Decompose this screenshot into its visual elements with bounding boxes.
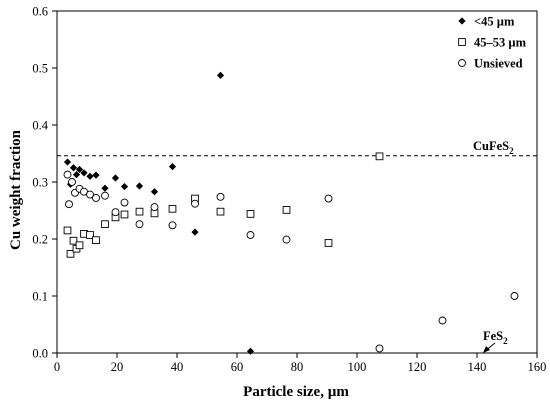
data-point-circle	[150, 203, 159, 212]
fes2-label: FeS2	[483, 329, 508, 346]
legend-marker-circle	[458, 59, 466, 67]
data-point-diamond	[69, 164, 78, 172]
data-point-diamond	[216, 71, 225, 80]
y-tick-label: 0.0	[32, 347, 48, 361]
x-tick-label: 20	[111, 360, 124, 374]
data-point-diamond	[80, 169, 88, 177]
data-point-square	[168, 204, 177, 213]
data-point-circle	[438, 316, 447, 325]
data-point-square	[75, 241, 84, 250]
data-point-circle	[135, 220, 144, 229]
data-point-square	[246, 210, 255, 218]
data-point-square	[101, 220, 109, 229]
legend-marker-diamond	[458, 17, 466, 25]
data-point-square	[375, 152, 384, 161]
x-tick-label: 40	[171, 360, 184, 374]
data-point-square	[216, 207, 225, 216]
series-circle	[63, 170, 519, 353]
data-point-diamond	[72, 170, 81, 179]
legend-label: Unsieved	[474, 57, 523, 71]
y-tick-label: 0.3	[32, 176, 48, 190]
data-point-diamond	[150, 188, 159, 196]
x-tick-label: 60	[231, 360, 244, 374]
x-tick-label: 80	[291, 360, 304, 374]
data-point-square	[86, 231, 94, 239]
data-point-square	[135, 207, 144, 216]
y-axis-title: Cu weight fraction	[8, 129, 24, 250]
data-point-diamond	[101, 184, 109, 192]
data-point-square	[69, 236, 78, 245]
y-tick-label: 0.5	[32, 62, 48, 76]
data-point-circle	[68, 178, 76, 186]
data-point-diamond	[191, 228, 199, 236]
data-point-circle	[111, 208, 120, 217]
x-tick-label: 100	[348, 360, 367, 374]
data-point-square	[66, 249, 75, 258]
data-point-diamond	[86, 172, 94, 180]
cufes2-label: CuFeS2	[473, 139, 514, 156]
data-point-circle	[282, 235, 291, 244]
data-point-circle	[168, 221, 177, 230]
data-point-diamond	[63, 158, 72, 166]
data-point-square	[324, 239, 333, 247]
data-point-circle	[216, 192, 225, 201]
legend-label: <45 µm	[474, 15, 515, 29]
data-point-diamond	[111, 174, 120, 182]
series-diamond	[63, 71, 255, 355]
data-point-circle	[86, 190, 94, 199]
data-point-circle	[191, 199, 199, 208]
data-point-circle	[65, 200, 73, 209]
data-point-circle	[246, 231, 255, 239]
y-tick-label: 0.6	[32, 5, 48, 19]
y-tick-label: 0.4	[32, 119, 48, 133]
data-point-square	[63, 226, 72, 235]
y-tick-label: 0.1	[32, 290, 48, 304]
x-tick-label: 140	[468, 360, 487, 374]
data-point-square	[282, 206, 291, 214]
fes2-arrow-head	[483, 346, 490, 353]
data-point-diamond	[120, 182, 129, 191]
x-tick-label: 0	[54, 360, 60, 374]
data-point-circle	[101, 191, 109, 200]
legend-label: 45–53 µm	[474, 36, 527, 50]
data-point-circle	[510, 292, 519, 300]
data-point-circle	[63, 170, 72, 179]
data-point-diamond	[75, 165, 84, 174]
x-tick-label: 160	[528, 360, 547, 374]
data-point-circle	[324, 194, 333, 203]
data-point-diamond	[246, 347, 255, 355]
data-point-circle	[375, 344, 384, 353]
legend-marker-square	[458, 38, 466, 46]
data-point-circle	[92, 194, 100, 202]
data-point-square	[120, 210, 129, 219]
data-point-diamond	[135, 182, 144, 190]
data-point-diamond	[92, 171, 100, 179]
data-point-square	[92, 236, 100, 244]
data-point-diamond	[168, 163, 177, 171]
y-tick-label: 0.2	[32, 233, 48, 247]
x-tick-label: 120	[408, 360, 427, 374]
data-point-circle	[120, 198, 129, 207]
series-square	[63, 152, 384, 258]
x-axis-title: Particle size, µm	[243, 384, 349, 400]
